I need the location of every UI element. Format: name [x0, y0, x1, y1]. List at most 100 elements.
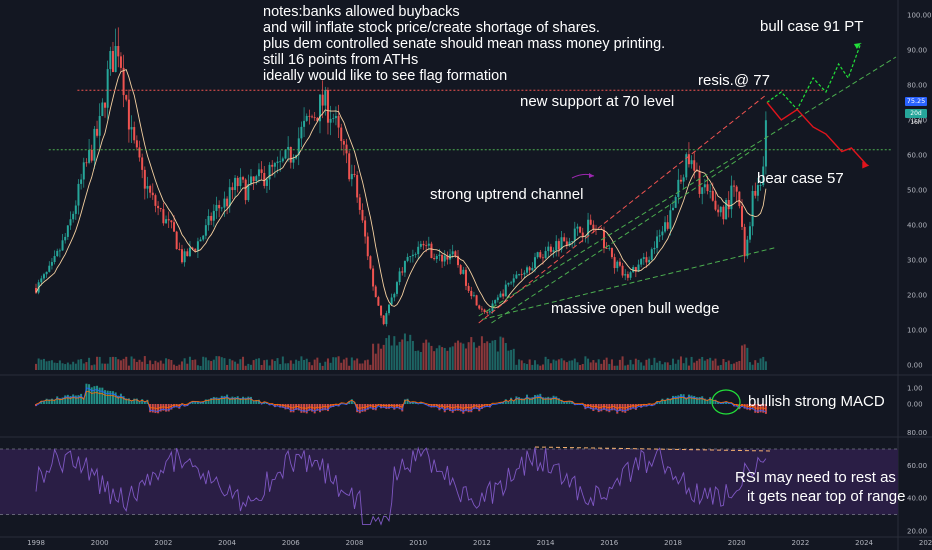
uptrend-label: strong uptrend channel [430, 186, 584, 203]
macd-bar [510, 397, 513, 404]
volume-bar [385, 338, 388, 370]
candle [634, 267, 637, 272]
candle [762, 166, 765, 186]
volume-bar [584, 356, 587, 370]
volume-bar [260, 364, 263, 370]
volume-bar [701, 356, 704, 370]
candle [581, 232, 584, 237]
macd-bar [369, 404, 372, 409]
wedge-lower-line [481, 247, 776, 320]
candle [701, 187, 704, 194]
candle [138, 147, 141, 158]
volume-bar [149, 360, 152, 370]
macd-bar [149, 404, 152, 413]
volume-bar [626, 364, 629, 370]
macd-bar [685, 397, 688, 404]
candle [326, 90, 329, 123]
candle [369, 256, 372, 269]
candle [610, 248, 613, 258]
candle [239, 177, 242, 187]
volume-bar [82, 363, 85, 370]
volume-bar [377, 343, 380, 370]
candle [725, 199, 728, 220]
candle [417, 246, 420, 255]
candle [711, 190, 714, 201]
candle [393, 293, 396, 298]
macd-bar [210, 398, 213, 404]
candle [499, 293, 502, 298]
macd-bar [411, 401, 414, 404]
macd-bar [101, 387, 104, 404]
candle [215, 204, 218, 211]
candle [544, 251, 547, 259]
macd-bar [66, 394, 69, 404]
volume-bar [388, 335, 391, 370]
candle [316, 117, 319, 122]
volume-bar [706, 359, 709, 370]
volume-bar [438, 345, 441, 370]
moving-average-line [35, 68, 767, 309]
macd-bar [488, 404, 491, 408]
macd-bar [295, 404, 298, 410]
candle [228, 187, 231, 207]
macd-bar [698, 396, 701, 404]
candle [53, 256, 56, 263]
candle [356, 175, 359, 198]
macd-bar [300, 404, 303, 413]
volume-bar [499, 336, 502, 370]
candle [141, 157, 144, 170]
volume-bar [263, 360, 266, 370]
volume-bar [167, 359, 170, 370]
candle [677, 179, 680, 197]
volume-bar [80, 359, 83, 370]
new-support-label: new support at 70 level [520, 93, 675, 110]
macd-circle [711, 389, 741, 415]
macd-bar [717, 401, 720, 404]
candle [382, 315, 385, 325]
macd-bar [279, 404, 282, 408]
volume-bar [93, 364, 96, 370]
volume-bar [536, 364, 539, 370]
candle [210, 215, 213, 221]
candle [303, 120, 306, 127]
volume-bar [741, 345, 744, 370]
volume-bar [212, 359, 215, 370]
volume-bar [104, 363, 107, 370]
macd-bar [714, 399, 717, 404]
candle [146, 186, 149, 189]
candle [119, 56, 122, 68]
volume-bar [316, 357, 319, 370]
macd-bar [602, 404, 605, 410]
candle [220, 207, 223, 209]
macd-bar [533, 395, 536, 404]
volume-bar [549, 363, 552, 370]
volume-bar [595, 362, 598, 370]
candle [133, 127, 136, 141]
volume-bar [677, 359, 680, 370]
volume-bar [613, 365, 616, 370]
volume-bar [714, 358, 717, 370]
volume-bar [191, 359, 194, 370]
macd-bar [725, 401, 728, 404]
candle [751, 190, 754, 227]
candle [223, 198, 226, 208]
candle [398, 271, 401, 283]
volume-bar [698, 358, 701, 370]
price-tick-label: 80.00 [907, 82, 927, 90]
volume-bar [427, 342, 430, 370]
macd-bar [366, 404, 369, 410]
volume-bar [273, 360, 276, 370]
volume-bar [496, 351, 499, 370]
macd-bar [441, 404, 444, 409]
candle [433, 258, 436, 260]
volume-bar [289, 360, 292, 370]
volume-bar [703, 360, 706, 370]
volume-bar [35, 363, 37, 370]
volume-bar [464, 348, 467, 370]
macd-bar [661, 398, 664, 404]
volume-bar [709, 357, 712, 370]
candle [722, 206, 725, 220]
volume-bar [207, 360, 210, 370]
macd-line [35, 387, 767, 413]
volume-bar [151, 364, 154, 370]
